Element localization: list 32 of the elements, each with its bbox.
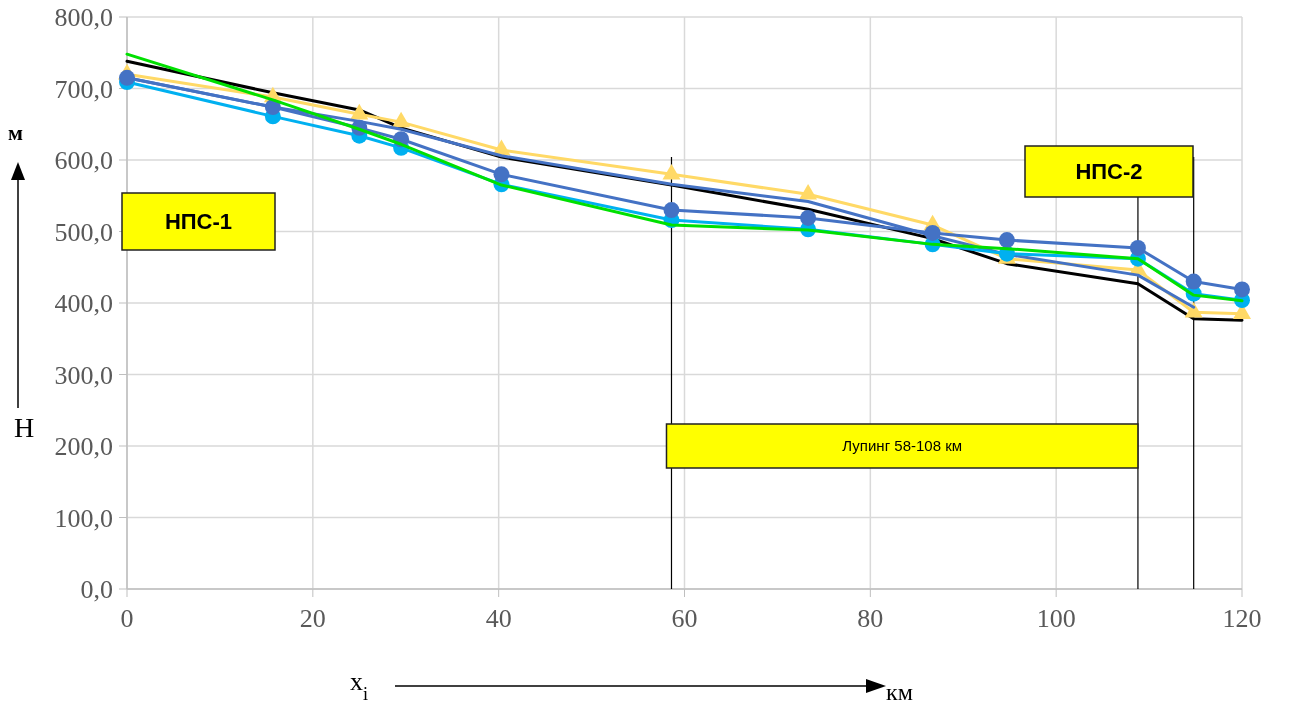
- point: [1234, 281, 1250, 298]
- x-axis-title: x$_{i}$: [350, 667, 369, 704]
- x-tick-label: 80: [857, 604, 884, 633]
- annotation: НПС-2: [1075, 159, 1143, 185]
- y-tick-label: 0,0: [80, 575, 113, 605]
- x-tick-label: 40: [485, 604, 512, 633]
- x-tick-label: 100: [1036, 604, 1076, 633]
- x-tick-label: 20: [299, 604, 326, 633]
- point: [119, 69, 135, 86]
- x-tick-label: 0: [120, 604, 134, 633]
- point: [998, 232, 1015, 249]
- point: [1129, 239, 1146, 256]
- point: [1185, 273, 1202, 290]
- y-tick-label: 100,0: [54, 503, 113, 533]
- y-tick-label: 500,0: [54, 217, 113, 247]
- x-tick-label: 60: [671, 604, 698, 633]
- y-tick-label: 800,0: [54, 3, 113, 33]
- x-tick-label: 120: [1222, 604, 1262, 633]
- point: [924, 224, 941, 241]
- y-axis-title: H: [14, 412, 35, 443]
- annotation: Лупинг 58-108 км: [842, 437, 963, 455]
- y-tick-label: 200,0: [54, 432, 113, 462]
- text: м: [8, 120, 23, 145]
- point: [663, 202, 680, 219]
- point: [800, 209, 817, 226]
- y-tick-label: 300,0: [54, 360, 113, 390]
- y-tick-label: 600,0: [54, 146, 113, 176]
- annotation: НПС-1: [164, 209, 233, 235]
- y-tick-label: 700,0: [54, 74, 113, 104]
- point: [493, 166, 510, 183]
- y-tick-label: 400,0: [54, 289, 113, 319]
- text: км: [886, 679, 913, 705]
